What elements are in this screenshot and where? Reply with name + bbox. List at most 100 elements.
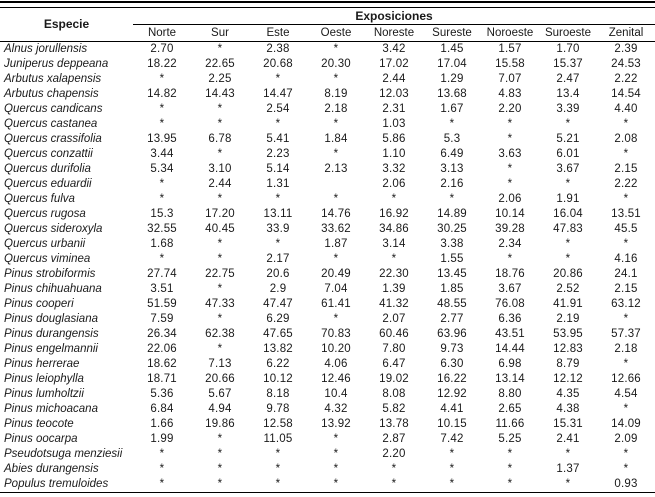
no-data-cell: * (565, 118, 571, 130)
table-row: Quercus eduardii * 2.44 1.31 2.06 2.16 * * 2.22 (0, 177, 655, 192)
value-cell: 22.65 (205, 58, 235, 70)
species-name: Pinus teocote (4, 418, 74, 430)
value-cell: 5.25 (498, 433, 522, 445)
table-row: Pinus strobiformis 27.74 22.75 20.6 20.49 22.… (0, 267, 655, 282)
value-cell: 14.47 (263, 88, 293, 100)
value-cell: 8.80 (498, 388, 522, 400)
no-data-cell: * (217, 433, 223, 445)
value-cell: 5.86 (382, 133, 406, 145)
no-data-cell: * (333, 478, 339, 490)
no-data-cell: * (275, 463, 281, 475)
table-row: Pinus herrerae 18.62 7.13 6.22 4.06 6.47 6.30 6… (0, 357, 655, 372)
no-data-cell: * (565, 478, 571, 490)
value-cell: 3.14 (382, 238, 406, 250)
value-cell: 4.06 (324, 358, 348, 370)
no-data-cell: * (217, 253, 223, 265)
value-cell: 4.16 (614, 253, 638, 265)
no-data-cell: * (507, 478, 513, 490)
value-cell: 9.78 (266, 403, 290, 415)
no-data-cell: * (333, 43, 339, 55)
value-cell: 1.39 (382, 283, 406, 295)
value-cell: 13.45 (437, 268, 467, 280)
value-cell: 7.07 (498, 73, 522, 85)
especie-column-header: Especie (0, 8, 133, 42)
value-cell: 41.91 (553, 298, 583, 310)
value-cell: 5.3 (443, 133, 461, 145)
no-data-cell: * (217, 118, 223, 130)
value-cell: 11.66 (495, 418, 525, 430)
value-cell: 1.66 (150, 418, 174, 430)
value-cell: 1.55 (440, 253, 464, 265)
value-cell: 15.31 (553, 418, 583, 430)
value-cell: 10.15 (437, 418, 467, 430)
table-row: Pinus douglasiana 7.59 * 6.29 * 2.07 2.77 6.36 2… (0, 312, 655, 327)
value-cell: 4.41 (440, 403, 464, 415)
no-data-cell: * (507, 448, 513, 460)
value-cell: 13.4 (556, 88, 580, 100)
value-cell: 18.71 (147, 373, 177, 385)
value-cell: 20.66 (205, 373, 235, 385)
value-cell: 2.77 (440, 313, 464, 325)
value-cell: 16.92 (379, 208, 409, 220)
no-data-cell: * (449, 193, 455, 205)
no-data-cell: * (507, 178, 513, 190)
no-data-cell: * (275, 193, 281, 205)
no-data-cell: * (333, 313, 339, 325)
value-cell: 27.74 (147, 268, 177, 280)
value-cell: 2.41 (556, 433, 580, 445)
value-cell: 2.31 (382, 103, 406, 115)
value-cell: 40.45 (205, 223, 235, 235)
no-data-cell: * (275, 238, 281, 250)
no-data-cell: * (623, 403, 629, 415)
no-data-cell: * (159, 103, 165, 115)
species-name: Quercus durifolia (4, 163, 91, 175)
value-cell: 6.01 (556, 148, 580, 160)
no-data-cell: * (275, 73, 281, 85)
value-cell: 33.9 (266, 223, 290, 235)
value-cell: 22.06 (147, 343, 177, 355)
value-cell: 15.3 (150, 208, 174, 220)
value-cell: 8.08 (382, 388, 406, 400)
value-cell: 1.87 (324, 238, 348, 250)
value-cell: 5.67 (208, 388, 232, 400)
table-row: Pinus teocote 1.66 19.86 12.58 13.92 13.78 10.… (0, 417, 655, 432)
no-data-cell: * (449, 478, 455, 490)
value-cell: 1.84 (324, 133, 348, 145)
no-data-cell: * (449, 118, 455, 130)
value-cell: 2.23 (266, 148, 290, 160)
value-cell: 20.68 (263, 58, 293, 70)
value-cell: 10.14 (495, 208, 525, 220)
no-data-cell: * (333, 433, 339, 445)
column-header-noroeste: Noroeste (481, 24, 539, 42)
no-data-cell: * (333, 193, 339, 205)
species-name: Quercus eduardii (4, 178, 92, 190)
value-cell: 3.67 (556, 163, 580, 175)
value-cell: 1.68 (150, 238, 174, 250)
value-cell: 6.22 (266, 358, 290, 370)
no-data-cell: * (565, 238, 571, 250)
table-row: Quercus urbanii 1.68 * * 1.87 3.14 3.38 2.34 * * (0, 237, 655, 252)
value-cell: 17.02 (379, 58, 409, 70)
value-cell: 8.19 (324, 88, 348, 100)
table-row: Quercus durifolia 5.34 3.10 5.14 2.13 3.32 3.1… (0, 162, 655, 177)
value-cell: 3.51 (150, 283, 174, 295)
value-cell: 33.62 (321, 223, 351, 235)
species-name: Arbutus xalapensis (4, 73, 102, 85)
table-row: Quercus rugosa 15.3 17.20 13.11 14.76 16.92 14… (0, 207, 655, 222)
value-cell: 2.20 (498, 103, 522, 115)
value-cell: 4.54 (614, 388, 638, 400)
value-cell: 34.86 (379, 223, 409, 235)
value-cell: 13.92 (321, 418, 351, 430)
value-cell: 3.38 (440, 238, 464, 250)
no-data-cell: * (217, 343, 223, 355)
value-cell: 14.44 (495, 343, 525, 355)
species-name: Quercus castanea (4, 118, 98, 130)
no-data-cell: * (217, 478, 223, 490)
value-cell: 15.37 (553, 58, 583, 70)
table-row: Quercus conzattii 3.44 * 2.23 * 1.10 6.49 3.63 6… (0, 147, 655, 162)
value-cell: 6.98 (498, 358, 522, 370)
value-cell: 10.12 (263, 373, 293, 385)
value-cell: 19.86 (205, 418, 235, 430)
no-data-cell: * (333, 118, 339, 130)
expositions-group-header: Exposiciones (133, 8, 655, 25)
